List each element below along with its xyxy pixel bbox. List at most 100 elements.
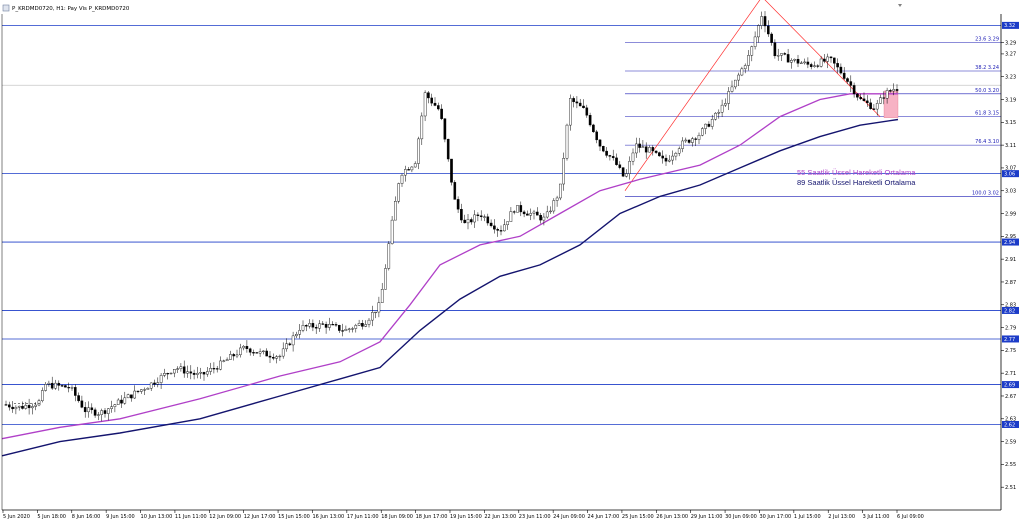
y-tick-label: 2.55: [1005, 462, 1016, 468]
level-price-badge: [1002, 21, 1019, 29]
candle-body: [41, 390, 44, 401]
candle-body: [31, 406, 34, 409]
level-price-label: 2.82: [1004, 308, 1015, 314]
candle-body: [826, 56, 829, 62]
candle-body: [64, 385, 67, 388]
candle-body: [694, 138, 697, 140]
candle-body: [331, 324, 335, 326]
x-tick-label: 30 Jun 09:00: [725, 514, 757, 520]
candle-body: [506, 221, 509, 226]
candle-body: [437, 105, 440, 110]
x-tick-label: 24 Jun 09:00: [553, 514, 585, 520]
candle-body: [344, 329, 348, 331]
candle-body: [730, 86, 734, 92]
y-tick-label: 3.11: [1005, 143, 1016, 149]
candle-body: [625, 173, 628, 177]
candle-body: [133, 390, 137, 399]
legend-entry-ma55: 55 Saatlik Üssel Hareketli Ortalama: [797, 168, 916, 177]
candle-body: [215, 368, 219, 370]
candle-body: [176, 368, 179, 370]
candle-body: [628, 161, 631, 174]
candle-body: [595, 131, 598, 141]
fib-level-label: 23.6 3.29: [975, 37, 999, 43]
candle-body: [67, 387, 70, 389]
candle-body: [196, 372, 199, 375]
fib-level-label: 38.2 3.24: [975, 65, 999, 71]
candle-body: [143, 389, 146, 391]
candle-body: [519, 205, 523, 213]
y-tick-label: 2.75: [1005, 348, 1016, 354]
candle-body: [846, 78, 849, 82]
x-tick-label: 16 Jun 13:00: [312, 514, 344, 520]
candle-body: [288, 343, 292, 346]
chart-shift-icon: [898, 4, 902, 7]
y-tick-label: 3.19: [1005, 97, 1016, 103]
candle-body: [555, 197, 559, 201]
candle-body: [341, 330, 344, 332]
x-tick-label: 29 Jun 11:00: [691, 514, 723, 520]
candle-body: [374, 311, 377, 314]
candle-body: [823, 58, 826, 62]
candle-body: [582, 105, 585, 109]
candle-body: [829, 56, 833, 59]
candle-body: [790, 60, 793, 63]
candle-body: [420, 115, 424, 140]
candle-body: [27, 405, 31, 409]
candle-body: [100, 410, 103, 415]
candle-body: [311, 323, 315, 328]
candle-body: [318, 323, 321, 329]
candle-body: [806, 61, 810, 65]
y-tick-label: 2.63: [1005, 417, 1016, 423]
candle-body: [80, 400, 84, 408]
candle-body: [222, 360, 226, 362]
candle-body: [631, 152, 635, 162]
candle-body: [460, 209, 463, 221]
candle-body: [463, 219, 467, 224]
candle-body: [139, 389, 143, 392]
level-price-label: 2.62: [1004, 422, 1015, 428]
candle-body: [512, 211, 516, 213]
candle-body: [476, 214, 480, 216]
candle-body: [440, 108, 443, 119]
candle-body: [842, 72, 846, 79]
candle-body: [400, 174, 404, 184]
candle-body: [503, 224, 506, 232]
candle-body: [654, 150, 658, 153]
candle-body: [377, 302, 381, 313]
candle-body: [272, 356, 275, 359]
candle-body: [644, 146, 648, 153]
candle-body: [859, 97, 862, 100]
candle-body: [598, 139, 602, 147]
candle-body: [734, 79, 737, 88]
candle-body: [380, 289, 384, 303]
candle-body: [714, 112, 717, 120]
candle-body: [836, 63, 839, 68]
candle-body: [701, 128, 704, 136]
candle-body: [720, 104, 724, 113]
candle-body: [661, 155, 664, 159]
x-tick-label: 26 Jun 13:00: [656, 514, 688, 520]
candle-body: [367, 319, 371, 325]
candle-body: [70, 387, 74, 389]
ma-89-line: [1, 118, 899, 457]
candle-body: [813, 65, 816, 67]
candle-body: [641, 146, 645, 148]
candle-body: [83, 407, 87, 413]
candle-body: [281, 348, 285, 357]
y-tick-label: 2.95: [1005, 234, 1016, 240]
candle-body: [146, 388, 150, 390]
candle-body: [229, 354, 232, 360]
x-tick-label: 8 Jun 16:00: [72, 514, 101, 520]
level-price-label: 2.94: [1004, 240, 1015, 246]
x-tick-label: 5 Jun 18:00: [37, 514, 66, 520]
candle-body: [407, 169, 410, 171]
candle-body: [470, 219, 473, 223]
candle-body: [727, 91, 730, 104]
candle-body: [265, 350, 269, 357]
candle-body: [466, 219, 470, 224]
y-tick-label: 2.87: [1005, 280, 1016, 286]
candle-body: [209, 368, 212, 372]
candle-body: [773, 42, 777, 57]
level-price-label: 2.69: [1004, 382, 1015, 388]
candle-body: [499, 230, 503, 232]
